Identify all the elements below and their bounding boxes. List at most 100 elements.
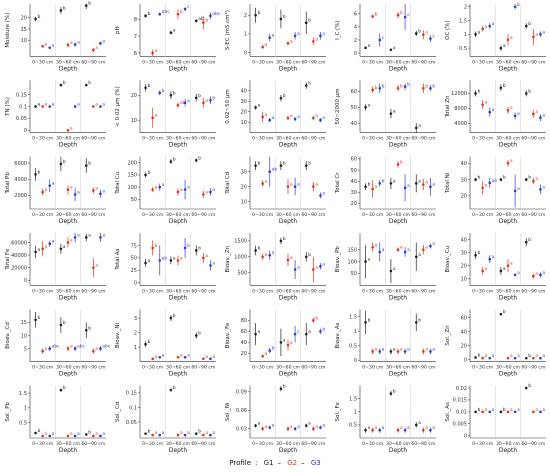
- y-axis-label: Total Pb: [5, 172, 11, 195]
- data-point: [378, 182, 382, 185]
- data-point: [488, 410, 492, 414]
- significance-label: a: [173, 256, 176, 261]
- significance-label: a: [102, 190, 105, 195]
- y-tick-label: 40: [461, 237, 467, 243]
- data-point: [481, 27, 484, 31]
- significance-label: a: [393, 347, 396, 352]
- significance-label: b: [407, 82, 410, 88]
- x-tick-label: 30~60 cm: [166, 441, 191, 447]
- y-axis-label: 0.02~50 μm: [225, 89, 231, 123]
- x-tick-label: 30~60 cm: [166, 365, 191, 371]
- y-tick-label: 0: [354, 358, 357, 364]
- x-tick-label: 0~30 cm: [252, 441, 274, 447]
- data-point: [209, 264, 212, 267]
- x-axis-label: Depth: [389, 447, 407, 454]
- significance-label: a: [77, 103, 80, 108]
- data-point: [513, 356, 517, 360]
- significance-label: b: [198, 155, 201, 161]
- data-point: [474, 410, 477, 414]
- significance-label: a: [297, 32, 300, 37]
- data-point: [481, 269, 484, 273]
- significance-label: b: [283, 236, 286, 242]
- data-point: [169, 388, 173, 392]
- significance-label: a: [315, 265, 318, 270]
- significance-label: a: [510, 159, 513, 164]
- significance-label: b: [38, 428, 41, 434]
- significance-label: a: [212, 261, 215, 266]
- data-point: [268, 118, 272, 122]
- significance-label: b: [315, 315, 318, 321]
- significance-label: abc: [102, 344, 110, 350]
- significance-label: a: [38, 248, 41, 253]
- x-axis-label: Depth: [169, 447, 187, 454]
- y-tick-label: 10: [241, 199, 247, 205]
- data-point: [293, 332, 297, 336]
- significance-label: b: [258, 245, 261, 251]
- significance-label: a: [265, 43, 268, 48]
- x-tick-label: 60~90 cm: [521, 441, 546, 447]
- x-tick-label: 60~90 cm: [411, 288, 436, 294]
- significance-label: a: [70, 41, 73, 46]
- data-point: [144, 86, 147, 90]
- x-axis-label: Depth: [499, 371, 517, 378]
- data-point: [151, 116, 154, 120]
- y-tick-label: 30: [461, 250, 467, 256]
- x-tick-label: 30~60 cm: [386, 441, 411, 447]
- x-tick-label: 30~60 cm: [56, 441, 81, 447]
- significance-label: b: [425, 83, 428, 89]
- panel-26: 0.5 1 1.5 Sol._Pb 0~30 cm 30~60 cm 60~90 cm Dep…: [5, 385, 106, 454]
- y-axis-label: Bioav._Ni: [115, 323, 121, 348]
- data-point: [144, 173, 147, 177]
- y-tick-label: 2: [354, 38, 357, 44]
- x-tick-label: 30~60 cm: [56, 365, 81, 371]
- x-tick-label: 30~60 cm: [276, 441, 301, 447]
- significance-label: a: [400, 347, 403, 352]
- x-axis-label: Depth: [169, 371, 187, 378]
- y-tick-label: 0.03: [236, 427, 247, 433]
- data-point: [99, 105, 102, 108]
- data-point: [304, 164, 308, 167]
- significance-label: a: [535, 177, 538, 182]
- significance-label: a: [393, 267, 396, 272]
- data-point: [364, 321, 367, 324]
- data-point: [422, 428, 425, 432]
- data-point: [499, 410, 503, 414]
- data-point: [183, 188, 187, 191]
- data-point: [396, 350, 400, 353]
- significance-label: a: [187, 186, 190, 191]
- y-tick-label: 20: [241, 351, 247, 357]
- data-point: [488, 257, 492, 261]
- significance-label: a: [272, 34, 275, 39]
- significance-label: a: [542, 185, 545, 190]
- significance-label: a: [162, 353, 165, 358]
- data-point: [34, 318, 37, 322]
- data-point: [268, 426, 272, 429]
- data-point: [73, 236, 77, 239]
- significance-label: b: [528, 21, 531, 27]
- panel-24: 0 0.5 1 1.5 Bioav._As 0~30 cm 30~60 cm 60~90 cm…: [335, 309, 436, 378]
- x-axis-label: Depth: [279, 294, 297, 301]
- x-tick-label: 60~90 cm: [411, 365, 436, 371]
- significance-label: a: [485, 101, 488, 106]
- data-point: [84, 328, 88, 332]
- data-point: [539, 32, 542, 36]
- data-point: [422, 350, 425, 353]
- x-tick-label: 30~60 cm: [276, 288, 301, 294]
- significance-label: a: [173, 29, 176, 34]
- significance-label: a: [272, 116, 275, 121]
- significance-label: a: [155, 49, 158, 54]
- data-point: [304, 255, 308, 259]
- significance-label: a: [148, 259, 151, 264]
- x-tick-label: 0~30 cm: [142, 441, 164, 447]
- y-tick-label: 0.06: [236, 408, 247, 414]
- data-point: [59, 323, 63, 327]
- data-point: [422, 248, 425, 251]
- x-axis-label: Depth: [279, 142, 297, 149]
- data-point: [304, 21, 308, 24]
- significance-label: a: [432, 347, 435, 352]
- x-axis-label: Depth: [279, 65, 297, 72]
- y-tick-label: 50: [131, 197, 137, 203]
- x-axis-label: Depth: [279, 371, 297, 378]
